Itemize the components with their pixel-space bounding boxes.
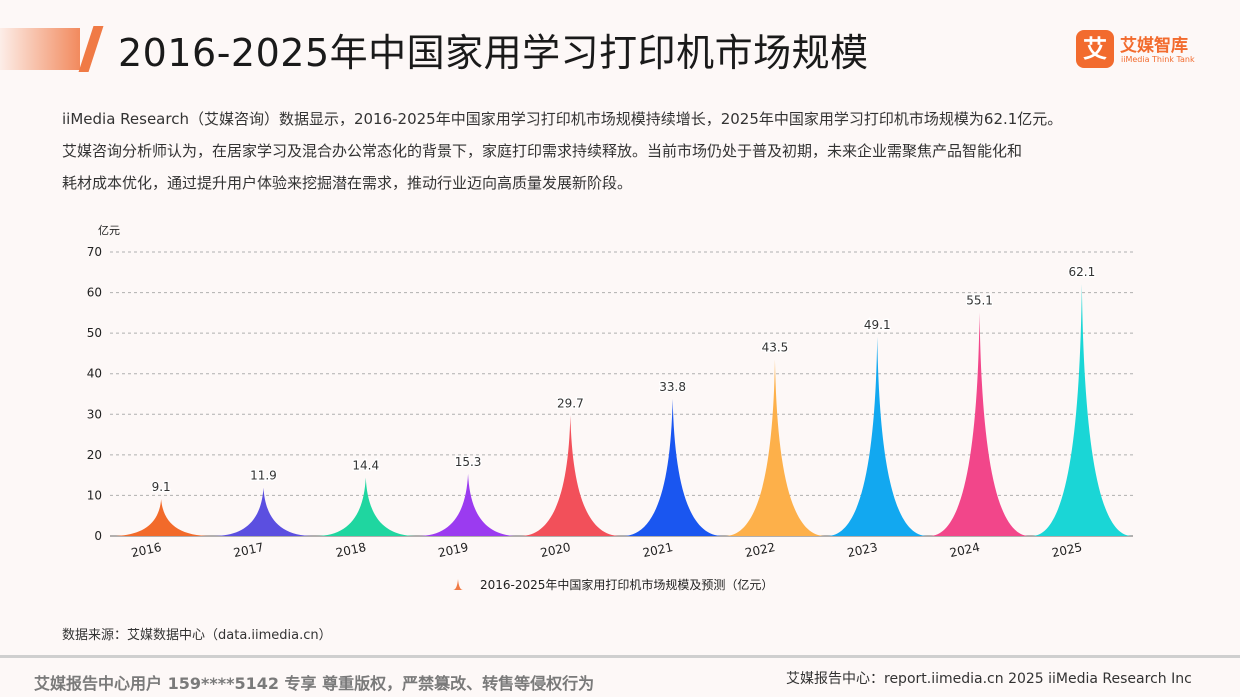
- x-tick-label-2021: 2021: [641, 540, 674, 560]
- data-label-2016: 9.1: [152, 480, 171, 494]
- y-tick-label: 40: [87, 367, 102, 381]
- bar-2017: [213, 487, 314, 536]
- bar-2024: [929, 312, 1030, 536]
- data-label-2021: 33.8: [659, 380, 686, 394]
- x-tick-label-2017: 2017: [232, 540, 265, 560]
- y-axis-unit-label: 亿元: [98, 224, 120, 237]
- y-tick-label: 20: [87, 448, 102, 462]
- data-source: 数据来源：艾媒数据中心（data.iimedia.cn）: [62, 628, 332, 643]
- page-title: 2016-2025年中国家用学习打印机市场规模: [118, 31, 869, 75]
- market-size-chart: 亿元 0 10 20 30 40 50 60 70 9.1 2016 11.9 2017 14.4 2018…: [87, 224, 1133, 592]
- bar-2020: [520, 415, 621, 536]
- description-line-2: 艾媒咨询分析师认为，在居家学习及混合办公常态化的背景下，家庭打印需求持续释放。当…: [62, 142, 1023, 160]
- x-tick-label-2025: 2025: [1051, 540, 1084, 560]
- x-tick-label-2018: 2018: [335, 540, 368, 560]
- brand-logo: 艾 艾媒智库 iiMedia Think Tank: [1076, 30, 1226, 70]
- data-label-2017: 11.9: [250, 469, 277, 483]
- logo-mark-icon: 艾: [1076, 30, 1114, 68]
- footer-copyright-notice: 艾媒报告中心用户 159****5142 专享 尊重版权，严禁篡改、转售等侵权行…: [34, 674, 595, 693]
- title-accent-bar: [0, 28, 80, 70]
- x-tick-label-2022: 2022: [744, 540, 777, 560]
- legend-label: 2016-2025年中国家用打印机市场规模及预测（亿元）: [480, 577, 773, 592]
- bar-2016: [111, 499, 212, 536]
- data-label-2018: 14.4: [352, 459, 379, 473]
- data-label-2019: 15.3: [455, 455, 482, 469]
- y-tick-label: 30: [87, 407, 102, 421]
- footer-site-info: 艾媒报告中心：report.iimedia.cn 2025 iiMedia Re…: [786, 671, 1192, 687]
- y-tick-label: 0: [94, 529, 102, 543]
- bar-2021: [622, 398, 723, 536]
- footer-divider: [0, 655, 1240, 658]
- x-tick-label-2023: 2023: [846, 540, 879, 560]
- x-tick-label-2020: 2020: [539, 540, 572, 560]
- y-tick-label: 60: [87, 286, 102, 300]
- x-tick-label-2019: 2019: [437, 540, 470, 560]
- logo-text-cn: 艾媒智库: [1120, 36, 1188, 56]
- data-label-2020: 29.7: [557, 397, 584, 411]
- y-tick-label: 70: [87, 245, 102, 259]
- y-tick-label: 10: [87, 488, 102, 502]
- data-label-2022: 43.5: [762, 341, 789, 355]
- bar-2018: [315, 477, 416, 536]
- description: iiMedia Research（艾媒咨询）数据显示，2016-2025年中国家…: [62, 103, 1192, 199]
- data-label-2025: 62.1: [1068, 265, 1095, 279]
- x-tick-label-2024: 2024: [948, 540, 981, 560]
- bar-2025: [1031, 284, 1132, 536]
- bar-2023: [827, 336, 928, 536]
- description-line-1: iiMedia Research（艾媒咨询）数据显示，2016-2025年中国家…: [62, 110, 1063, 128]
- bar-2019: [418, 473, 519, 536]
- data-label-2023: 49.1: [864, 318, 891, 332]
- data-label-2024: 55.1: [966, 293, 993, 307]
- title-accent-slash: [78, 26, 104, 72]
- y-tick-label: 50: [87, 326, 102, 340]
- bar-2022: [724, 359, 825, 536]
- legend-marker-icon: [453, 579, 463, 590]
- description-line-3: 耗材成本优化，通过提升用户体验来挖掘潜在需求，推动行业迈向高质量发展新阶段。: [62, 174, 633, 192]
- logo-text-en: iiMedia Think Tank: [1121, 55, 1195, 64]
- x-tick-label-2016: 2016: [130, 540, 163, 560]
